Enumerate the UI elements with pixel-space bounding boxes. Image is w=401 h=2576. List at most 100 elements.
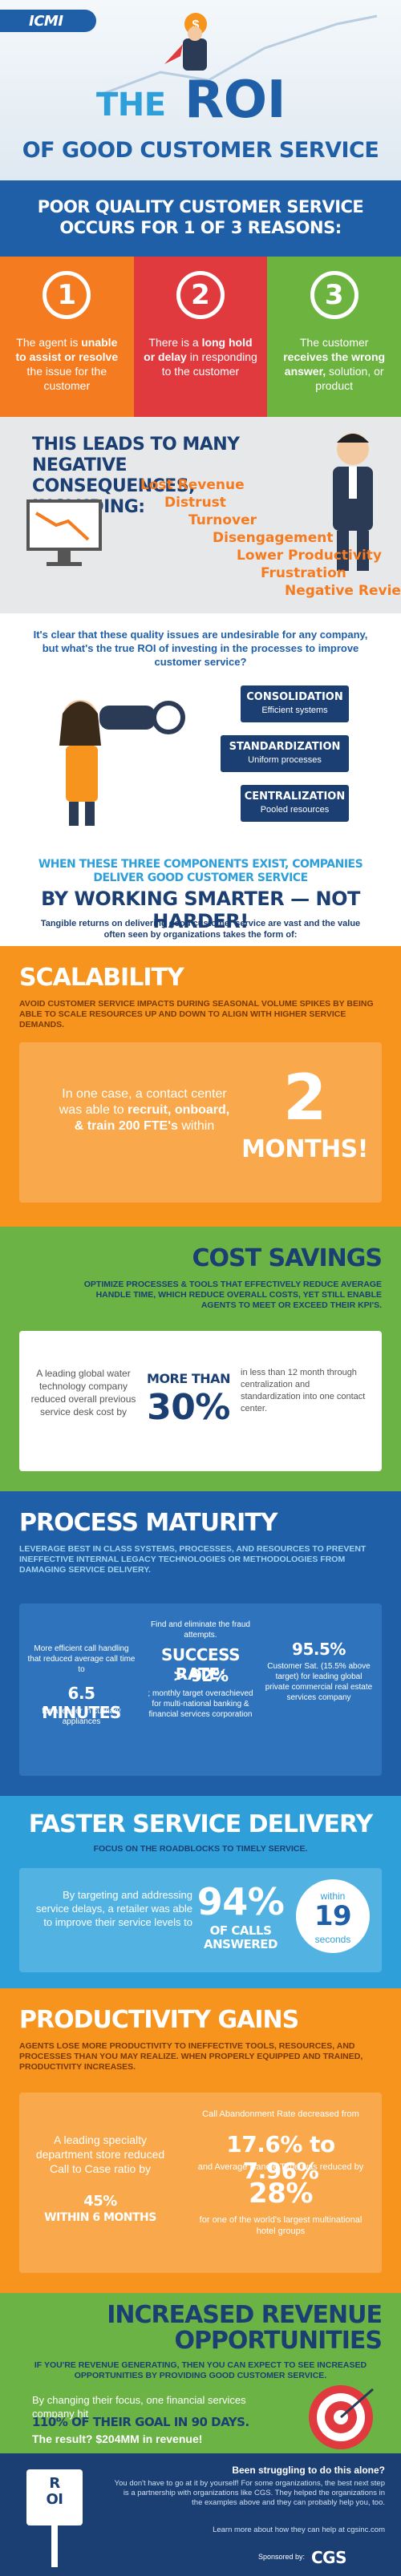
col3-big: 95.5% <box>292 1640 346 1659</box>
roi-sign <box>26 2469 83 2567</box>
left-bold: WITHIN 6 MONTHS <box>44 2211 156 2224</box>
section-subtitle: AVOID CUSTOMER SERVICE IMPACTS DURING SE… <box>19 999 374 1029</box>
col2-bottom: ; monthly target overachieved for multi-… <box>148 1689 253 1719</box>
section-title: INCREASED REVENUE OPPORTUNITIES <box>107 2301 383 2355</box>
components: It's clear that these quality issues are… <box>0 613 401 946</box>
man-icon <box>333 433 373 571</box>
text: solution, or product <box>315 365 384 392</box>
reason-column: 1 The agent is unable to assist or resolv… <box>0 257 134 417</box>
col3-bottom: Customer Sat. (15.5% above target) for l… <box>265 1662 373 1702</box>
footer-text: You don't have to go at it by yourself! … <box>114 2479 385 2507</box>
bold-text: recruit, onboard, & train 200 FTE's <box>74 1103 230 1133</box>
scalability: SCALABILITY AVOID CUSTOMER SERVICE IMPAC… <box>0 946 401 1227</box>
stat-box <box>19 2093 382 2273</box>
cost-savings: COST SAVINGS OPTIMIZE PROCESSES & TOOLS … <box>0 1227 401 1491</box>
reasons-heading: POOR QUALITY CUSTOMER SERVICE OCCURS FOR… <box>37 197 364 237</box>
col2-label: SUCCESS RATE: <box>160 1645 241 1684</box>
stat-box <box>19 1331 382 1471</box>
stat-text: By targeting and addressing service dela… <box>35 1889 192 1928</box>
sponsor-label: Sponsored by: <box>257 2553 305 2561</box>
section-title: PRODUCTIVITY GAINS <box>19 2006 299 2034</box>
reason-number: 1 <box>43 271 91 319</box>
sponsor-name: CGS <box>311 2548 347 2567</box>
section-subtitle: OPTIMIZE PROCESSES & TOOLS THAT EFFECTIV… <box>83 1280 382 1310</box>
bold-text: long hold or delay <box>144 336 253 363</box>
consequence: Frustration <box>261 565 346 581</box>
revenue: INCREASED REVENUE OPPORTUNITIES IF YOU'R… <box>0 2293 401 2453</box>
reason-text: There is a long hold or delay in respond… <box>144 335 258 378</box>
reasons-band: POOR QUALITY CUSTOMER SERVICE OCCURS FOR… <box>0 180 401 257</box>
title-the: THE <box>96 87 166 123</box>
circle-unit: seconds <box>314 1934 351 1945</box>
reason-text: The agent is unable to assist or resolve… <box>10 335 124 393</box>
process-maturity: PROCESS MATURITY LEVERAGE BEST IN CLASS … <box>0 1491 401 1796</box>
component-box: STANDARDIZATION Uniform processes <box>221 735 349 772</box>
stat-big: 94% <box>196 1880 285 1923</box>
stat-box <box>19 1042 382 1203</box>
reason-number: 3 <box>310 271 358 319</box>
component-box: CONSOLIDATION Efficient systems <box>241 685 349 722</box>
productivity: PRODUCTIVITY GAINS AGENTS LOSE MORE PROD… <box>0 1988 401 2293</box>
lead: Tangible returns on delivering good cust… <box>40 919 361 940</box>
roi-sign-text: ROI <box>46 2475 64 2508</box>
section-subtitle: FOCUS ON THE ROADBLOCKS TO TIMELY SERVIC… <box>93 1844 308 1854</box>
header: $ ICMI THE ROI OF GOOD CUSTOMER SERVICE <box>0 0 401 180</box>
col1-top: More efficient call handling that reduce… <box>27 1644 136 1674</box>
reason-number: 2 <box>176 271 225 319</box>
circle-badge <box>296 1879 370 1953</box>
stat-result: The result? $204MM in revenue! <box>32 2432 203 2445</box>
text: within <box>177 1119 215 1133</box>
component-title: STANDARDIZATION <box>229 741 341 753</box>
text: in responding to the customer <box>161 350 257 378</box>
reason-column: 2 There is a long hold or delay in respon… <box>133 257 268 417</box>
consequence: Lower Productivity <box>237 548 382 564</box>
bold-text: receives the wrong answer, <box>283 350 386 378</box>
target-icon <box>309 2385 374 2449</box>
consequences-list: Lost Revenue Distrust Turnover Disengagemen… <box>0 417 401 613</box>
stat-right: in less than 12 month through centraliza… <box>241 1368 366 1413</box>
right-big: 17.6% to 7.96% <box>226 2131 335 2184</box>
stat-unit: OF CALLS ANSWERED <box>203 1923 278 1951</box>
right-text-3: for one of the world's largest multinati… <box>199 2215 363 2236</box>
section-title: FASTER SERVICE DELIVERY <box>28 1810 373 1838</box>
text: In one case, a contact center was able t… <box>59 1087 227 1117</box>
header-art: $ <box>95 13 378 98</box>
circle-big: 19 <box>314 1900 352 1932</box>
section-title: SCALABILITY <box>19 964 184 992</box>
component-text: Efficient systems <box>261 706 328 715</box>
binoculars-woman <box>59 700 185 826</box>
stat-text: In one case, a contact center was able t… <box>56 1086 233 1134</box>
title-roi: ROI <box>184 71 286 130</box>
circle-pre: within <box>320 1891 346 1902</box>
section-subtitle: LEVERAGE BEST IN CLASS SYSTEMS, PROCESSE… <box>19 1544 367 1575</box>
monitor-icon <box>26 499 102 566</box>
col1-big: 6.5 MINUTES <box>42 1684 121 1722</box>
text: There is a <box>148 336 202 349</box>
component-title: CENTRALIZATION <box>244 791 346 803</box>
col2-big: > 92% <box>172 1666 229 1685</box>
footer-heading: Been struggling to do this alone? <box>232 2465 385 2476</box>
consequence: Disengagement <box>213 530 334 546</box>
text: The agent is <box>16 336 82 349</box>
text: The customer <box>299 336 369 349</box>
svg-text:$: $ <box>192 18 200 32</box>
reasons-columns: 1 The agent is unable to assist or resolv… <box>0 257 401 417</box>
components-intro: It's clear that these quality issues are… <box>33 629 368 668</box>
faster-service: FASTER SERVICE DELIVERY FOCUS ON THE ROA… <box>0 1796 401 1988</box>
bold-text: unable to assist or resolve <box>15 336 119 363</box>
consequences: THIS LEADS TO MANY NEGATIVE CONSEQUENCES… <box>0 417 401 613</box>
right-text-1: Call Abandonment Rate decreased from <box>202 2109 359 2119</box>
left-big: 45% <box>83 2193 117 2210</box>
footer-link[interactable]: Learn more about how they can help at cg… <box>213 2525 385 2534</box>
stat-unit: MONTHS! <box>241 1135 368 1163</box>
section-title: PROCESS MATURITY <box>19 1509 277 1537</box>
consequence: Distrust <box>164 495 226 511</box>
stat-big: 30% <box>147 1387 230 1428</box>
stat-text: By changing their focus, one financial s… <box>32 2394 246 2420</box>
stat-pre: MORE THAN <box>147 1371 230 1386</box>
consequence: Turnover <box>188 512 257 528</box>
col2-top: Find and eliminate the fraud attempts. <box>151 1620 250 1640</box>
section-title: COST SAVINGS <box>192 1244 383 1272</box>
slogan: BY WORKING SMARTER — NOT HARDER! <box>41 888 360 932</box>
